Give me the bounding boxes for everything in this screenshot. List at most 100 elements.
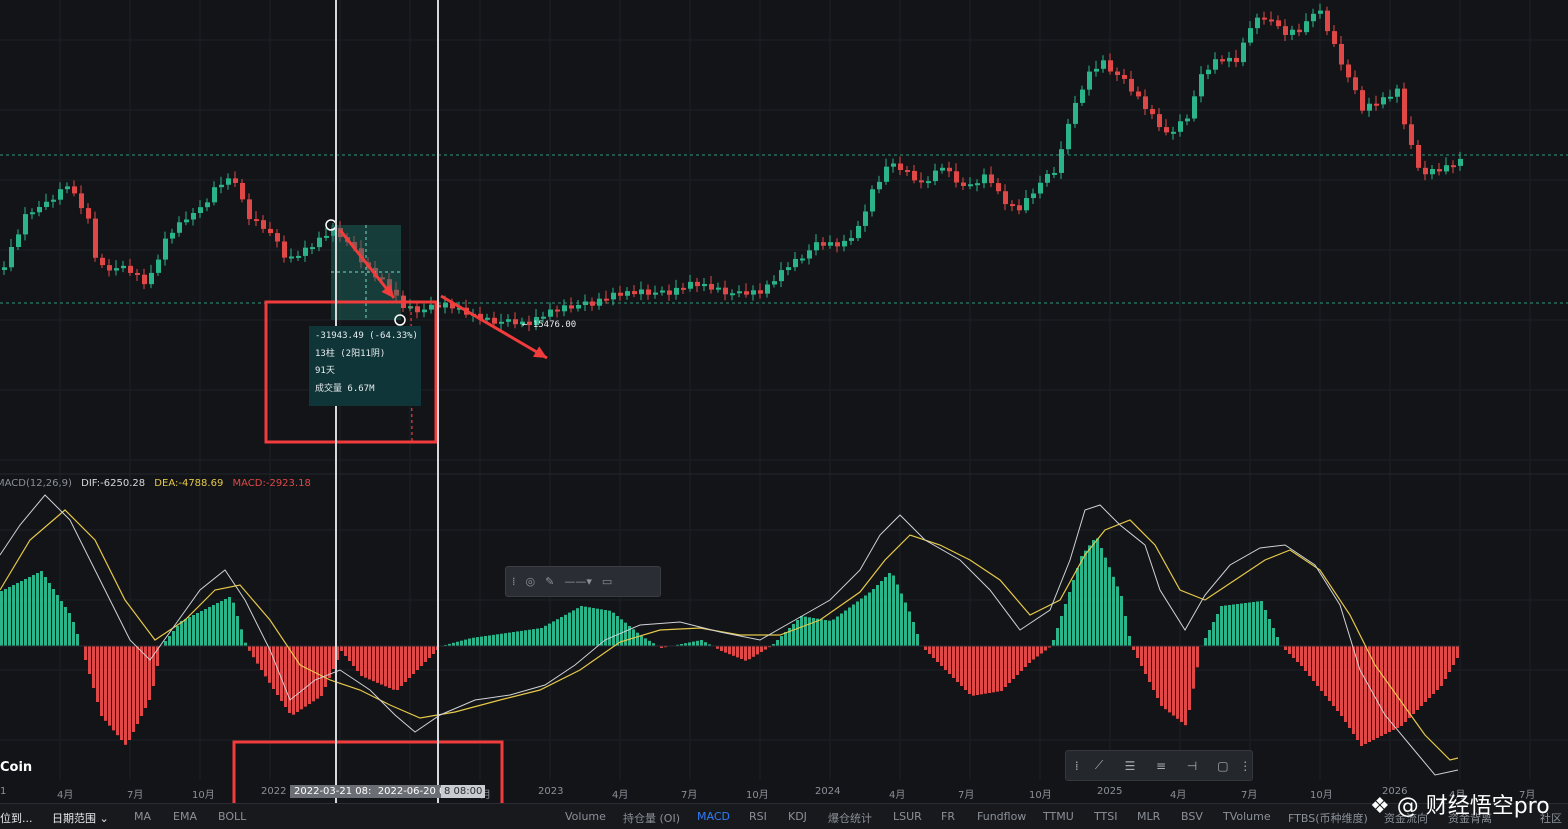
indicator-bsv[interactable]: BSV xyxy=(1181,810,1203,823)
macd-bar xyxy=(1140,646,1143,666)
macd-bar xyxy=(1056,628,1059,646)
selection-right-line[interactable] xyxy=(437,0,439,803)
candle xyxy=(485,317,490,320)
macd-bar xyxy=(932,646,935,658)
macd-bar xyxy=(852,604,855,646)
indicator-ttsi[interactable]: TTSI xyxy=(1094,810,1118,823)
more-icon[interactable]: ⋮ xyxy=(1239,758,1252,773)
macd-bar xyxy=(908,611,911,646)
indicator-fr[interactable]: FR xyxy=(941,810,955,823)
macd-bar xyxy=(728,646,731,655)
indicator-community[interactable]: 社区 xyxy=(1540,812,1562,825)
parallel-lines-icon[interactable]: ☰ xyxy=(1124,758,1136,773)
macd-bar xyxy=(192,615,195,646)
macd-bar xyxy=(1008,646,1011,683)
trend-line-icon[interactable]: ⟋ xyxy=(1094,758,1104,772)
candle xyxy=(1430,169,1435,175)
indicator-macd[interactable]: MACD xyxy=(697,810,730,823)
candle xyxy=(219,184,224,188)
macd-bar xyxy=(304,646,307,707)
indicator-kdj[interactable]: KDJ xyxy=(788,810,807,823)
indicator-ma[interactable]: MA xyxy=(134,810,152,823)
axis-label: 10月 xyxy=(1310,790,1333,801)
candle xyxy=(1409,124,1414,145)
candle xyxy=(793,258,798,268)
macd-bar xyxy=(900,593,903,646)
macd-bar xyxy=(1388,646,1391,732)
drag-handle-icon[interactable]: ⁞ xyxy=(1074,758,1079,773)
macd-bar xyxy=(528,629,531,646)
candle xyxy=(1241,42,1246,63)
candle xyxy=(1234,57,1239,63)
macd-bar xyxy=(1324,646,1327,696)
candle xyxy=(79,193,84,209)
macd-bar xyxy=(992,646,995,693)
indicator-lsur[interactable]: LSUR xyxy=(893,810,922,823)
locate-button[interactable]: 位到... xyxy=(0,812,33,825)
candle xyxy=(156,259,161,273)
macd-bar xyxy=(840,613,843,646)
macd-bar xyxy=(216,603,219,646)
indicator-ttmu[interactable]: TTMU xyxy=(1043,810,1074,823)
candle xyxy=(1269,19,1274,22)
axis-label: 月 xyxy=(481,790,491,801)
macd-bar xyxy=(1088,545,1091,646)
candle xyxy=(107,265,112,271)
macd-bar xyxy=(864,595,867,646)
horizontal-lines-icon[interactable]: ≡ xyxy=(1155,758,1167,773)
macd-bar xyxy=(116,646,119,736)
rectangle-icon[interactable]: ▢ xyxy=(1217,758,1229,773)
macd-bar xyxy=(524,630,527,646)
time-axis[interactable]: 1 4月 7月 10月 2022 月 2023 4月 7月 10月 2024 4… xyxy=(0,783,1568,801)
date-range-dropdown[interactable]: 日期范围 ⌄ xyxy=(52,812,109,825)
candle xyxy=(1129,78,1134,92)
color-icon[interactable]: ◎ xyxy=(525,575,536,588)
indicator-rsi[interactable]: RSI xyxy=(749,810,767,823)
horizontal-ray-icon[interactable]: ⊣ xyxy=(1186,758,1198,773)
macd-bar xyxy=(112,646,115,731)
candle xyxy=(898,163,903,171)
candle xyxy=(842,240,847,247)
drawing-object-toolbar[interactable]: ⁞ ◎ ✎ —— ▾ ▭ xyxy=(505,566,661,597)
candle xyxy=(1101,60,1106,69)
macd-bar xyxy=(536,628,539,646)
axis-label: 1 xyxy=(0,786,7,797)
macd-bar xyxy=(1240,603,1243,646)
tooltip-bars: 13柱 (2阳11阴) xyxy=(315,348,386,359)
macd-bar xyxy=(1288,646,1291,654)
indicator-fund-divergence[interactable]: 资金背离 xyxy=(1448,812,1492,825)
indicator-volume[interactable]: Volume xyxy=(565,810,606,823)
indicator-boll[interactable]: BOLL xyxy=(218,810,247,823)
indicator-ema[interactable]: EMA xyxy=(173,810,197,823)
indicator-mlr[interactable]: MLR xyxy=(1137,810,1161,823)
template-icon[interactable]: ▭ xyxy=(601,575,613,588)
macd-bar xyxy=(744,646,747,661)
candle xyxy=(1178,121,1183,132)
drag-handle-icon[interactable]: ⁞ xyxy=(512,575,516,588)
macd-bar xyxy=(32,575,35,646)
indicator-bar[interactable]: 位到... 日期范围 ⌄ MA EMA BOLL Volume 持仓量 (OI)… xyxy=(0,803,1568,829)
macd-bar xyxy=(544,625,547,646)
line-style-icon[interactable]: —— xyxy=(564,575,587,588)
indicator-fundflow[interactable]: Fundflow xyxy=(977,810,1027,823)
macd-bar xyxy=(392,646,395,690)
indicator-tvolume[interactable]: TVolume xyxy=(1223,810,1271,823)
indicator-liquidation[interactable]: 爆仓统计 xyxy=(828,812,872,825)
candle xyxy=(261,220,266,229)
macd-bar xyxy=(372,646,375,682)
indicator-fund-direction[interactable]: 资金流向 xyxy=(1384,812,1428,825)
macd-bar xyxy=(816,618,819,646)
macd-bar xyxy=(1376,646,1379,738)
macd-bar xyxy=(516,631,519,646)
macd-bar xyxy=(444,644,447,646)
drawing-toolbar[interactable]: ⁞ ⟋ ☰ ≡ ⊣ ▢ ⋮ xyxy=(1065,750,1253,781)
pencil-icon[interactable]: ✎ xyxy=(545,575,555,588)
candle xyxy=(702,284,707,287)
chevron-down-icon[interactable]: ▾ xyxy=(586,575,592,588)
indicator-oi[interactable]: 持仓量 (OI) xyxy=(623,812,680,825)
macd-bar xyxy=(1120,596,1123,646)
candle xyxy=(72,186,77,194)
candle xyxy=(303,247,308,256)
indicator-ftbs[interactable]: FTBS(币种维度) xyxy=(1288,812,1368,825)
